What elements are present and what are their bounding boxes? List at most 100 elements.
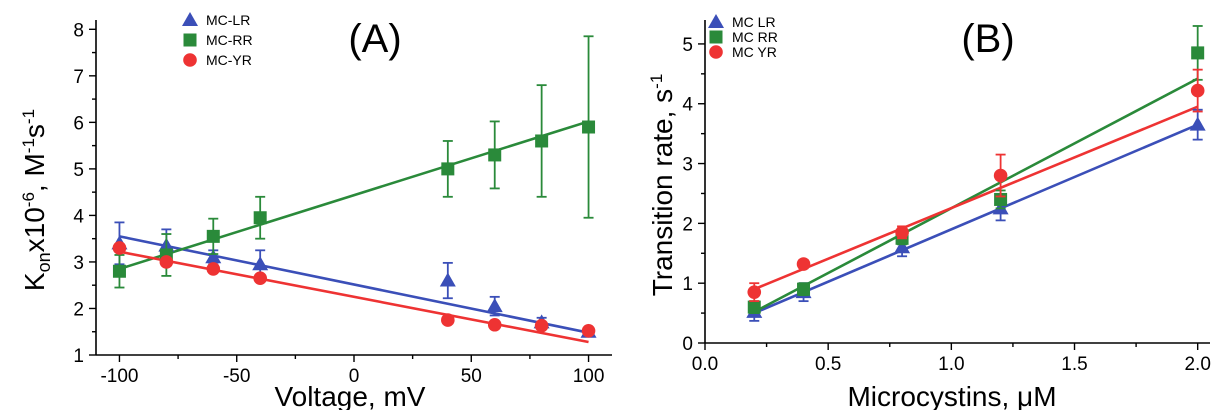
panel-a-y-tick-label: 8 <box>73 20 84 41</box>
panel-b-y-axis-title: Transition rate, s-1 <box>647 74 678 297</box>
panel-b-y-tick-label: 0 <box>682 334 693 355</box>
panel-a-data-point <box>253 211 267 225</box>
panel-a-data-point <box>159 255 174 269</box>
panel-b-axes <box>704 20 1210 344</box>
panel-a-legend-label: MC-YR <box>206 52 252 68</box>
panel-b-y-tick-label: 3 <box>682 155 693 176</box>
panel-a-data-point <box>582 120 596 134</box>
panel-a-y-axis-title: Konx10-6, M-1s-1 <box>19 109 54 291</box>
panel-a: -100 -50 0 50 100 1 2 3 4 5 6 7 8 MC-LR MC-RR MC-YR (… <box>19 12 612 410</box>
panel-a-legend-marker <box>182 12 198 26</box>
panel-b-fit-line <box>753 77 1199 314</box>
panel-b-x-tick-label: 0.5 <box>815 354 841 375</box>
panel-a-data-point <box>439 272 456 287</box>
panel-a-x-tick-label: 100 <box>573 366 605 387</box>
panel-b-fit-line <box>753 123 1199 315</box>
panel-a-data-point <box>441 162 455 176</box>
y-title-mid: x10 <box>19 207 50 252</box>
panel-a-y-ticks: 1 2 3 4 5 6 7 8 <box>73 20 96 367</box>
panel-b-x-tick-label: 1.5 <box>1061 354 1087 375</box>
panel-b-legend-marker <box>709 30 723 44</box>
panel-a-legend-marker <box>183 53 197 67</box>
panel-b-data-point <box>796 257 811 271</box>
panel-b-y-tick-label: 1 <box>682 274 693 295</box>
panel-a-data-point <box>252 256 269 271</box>
panel-b-x-tick-label: 2.0 <box>1184 354 1210 375</box>
panel-a-axes <box>95 20 612 356</box>
panel-b-data-point <box>747 285 762 299</box>
panel-a-legend-label: MC-LR <box>206 12 250 28</box>
panel-b-fit-lines <box>753 77 1199 315</box>
panel-b-x-ticks: 0.0 0.5 1.0 1.5 2.0 <box>692 343 1211 375</box>
y-title-sup: -1 <box>647 74 666 89</box>
panel-a-fit-line <box>119 120 589 271</box>
panel-a-data-point <box>441 313 455 327</box>
panel-b-y-tick-label: 2 <box>682 214 693 235</box>
panel-b-legend-marker <box>708 14 724 28</box>
panel-b-data-point <box>747 300 761 314</box>
panel-b-legend-label: MC YR <box>732 44 777 60</box>
panel-a-y-tick-label: 1 <box>73 346 84 367</box>
panel-b-x-axis-title: Microcystins, μM <box>847 381 1056 410</box>
panel-a-y-tick-label: 7 <box>73 67 84 88</box>
y-title-unit: , M <box>19 153 50 192</box>
y-title-sup1: -6 <box>19 192 38 207</box>
panel-a-data-point <box>112 264 126 278</box>
panel-b-data-points <box>746 25 1206 322</box>
panel-b-label: (B) <box>961 17 1014 61</box>
y-title-tail: s <box>19 124 50 138</box>
panel-b-data-point <box>993 168 1008 183</box>
panel-a-data-point <box>205 249 222 264</box>
panel-a-legend: MC-LR MC-RR MC-YR <box>182 12 253 68</box>
panel-a-y-tick-label: 4 <box>73 206 84 227</box>
panel-a-fit-line <box>119 235 589 334</box>
panel-b-data-point <box>895 225 909 240</box>
panel-a-data-point <box>206 262 221 276</box>
panel-a-data-point <box>112 241 127 255</box>
panel-a-x-axis-title: Voltage, mV <box>275 381 426 410</box>
panel-b-legend-marker <box>709 45 723 59</box>
panel-b-data-point <box>1190 83 1205 98</box>
panel-a-x-tick-label: 50 <box>461 366 482 387</box>
panel-a-y-tick-label: 2 <box>73 299 84 320</box>
panel-a-x-tick-label: 0 <box>349 366 360 387</box>
panel-a-data-points <box>111 35 597 338</box>
panel-b-legend-label: MC LR <box>732 14 776 30</box>
panel-a-y-tick-label: 6 <box>73 113 84 134</box>
y-title-sup2: -1 <box>19 138 38 153</box>
panel-a-y-tick-label: 5 <box>73 160 84 181</box>
panel-b-x-tick-label: 1.0 <box>938 354 964 375</box>
panel-a-x-tick-label: -100 <box>100 366 138 387</box>
panel-a-fit-line <box>119 250 589 344</box>
y-title-base: Transition rate, s <box>647 89 678 296</box>
panel-b-fit-line <box>753 105 1199 291</box>
panel-b-y-ticks: 0 1 2 3 4 5 <box>682 35 705 355</box>
panel-a-x-ticks: -100 -50 0 50 100 <box>100 355 604 387</box>
panel-b-data-point <box>1189 116 1206 131</box>
panel-a-legend-label: MC-RR <box>206 32 253 48</box>
panel-a-data-point <box>488 148 502 162</box>
y-title-subscript: on <box>34 252 54 272</box>
panel-a-data-point <box>487 317 502 332</box>
panel-b-y-tick-label: 5 <box>682 35 693 56</box>
panel-b-data-point <box>1191 46 1205 60</box>
panel-a-label: (A) <box>348 17 401 61</box>
panel-a-data-point <box>581 324 596 338</box>
panel-a-y-tick-label: 3 <box>73 253 84 274</box>
panel-b-data-point <box>797 282 811 296</box>
panel-a-legend-marker <box>183 33 197 47</box>
panel-a-x-tick-label: -50 <box>223 366 250 387</box>
panel-b-legend-label: MC RR <box>732 29 778 45</box>
panel-a-fit-lines <box>119 120 589 344</box>
panel-a-data-point <box>206 229 220 243</box>
panel-a-data-point <box>253 271 267 286</box>
y-title-base: K <box>19 272 50 291</box>
panel-b-y-tick-label: 4 <box>682 95 693 116</box>
y-title-sup3: -1 <box>19 109 38 124</box>
panel-a-data-point <box>486 298 503 313</box>
panel-b-data-point <box>894 239 911 254</box>
panel-a-data-point <box>535 134 549 148</box>
